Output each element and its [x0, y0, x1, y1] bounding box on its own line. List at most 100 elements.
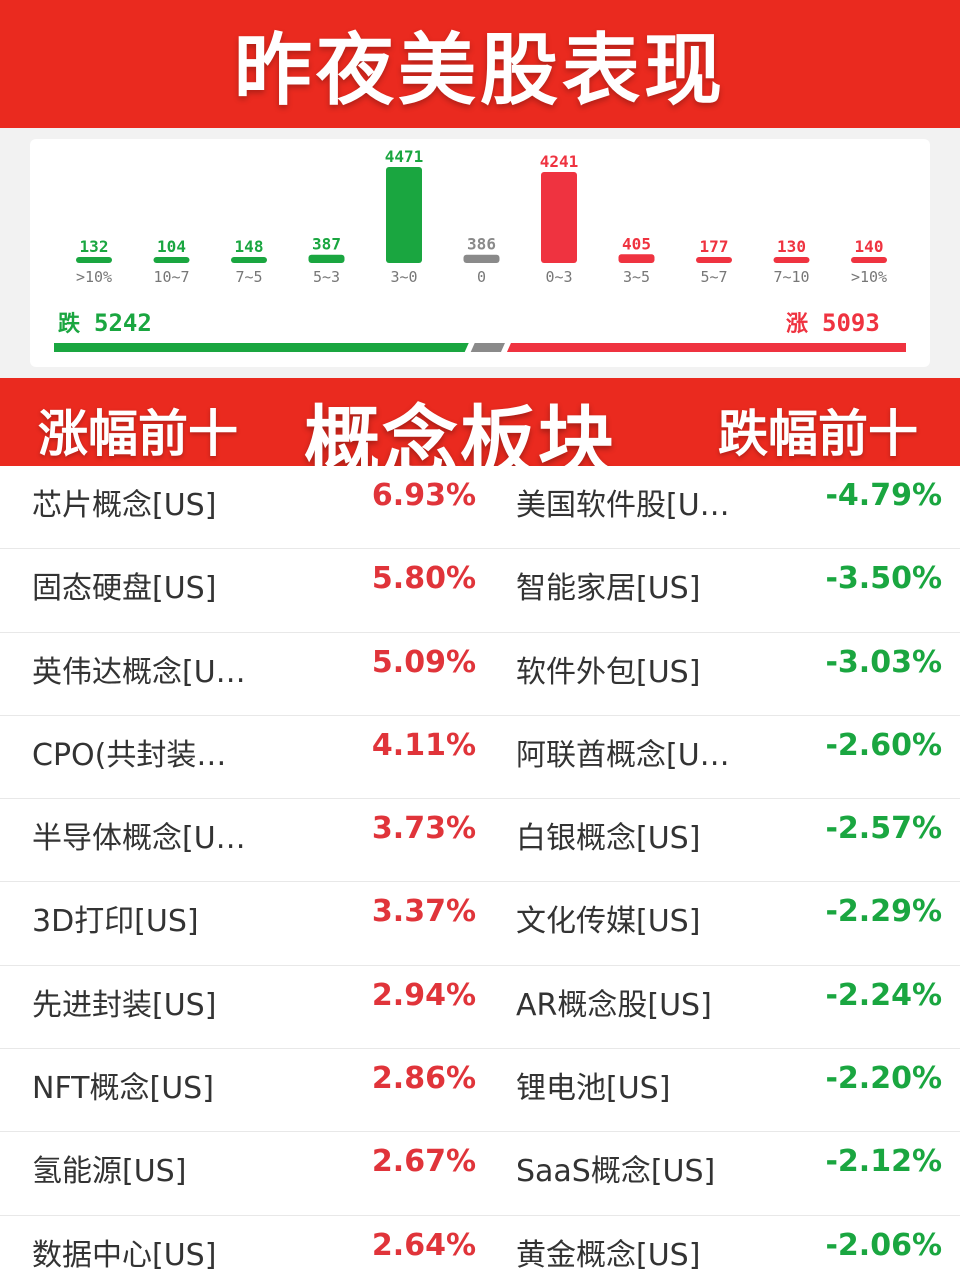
- up-ratio-bar: [506, 343, 906, 352]
- down-total: 5242: [94, 309, 152, 337]
- bar-category-label: >10%: [76, 268, 112, 286]
- gainers-title: 涨幅前十: [38, 405, 238, 463]
- sector-name: SaaS概念[US]: [516, 1154, 716, 1190]
- sector-name: CPO(共封装…: [32, 737, 227, 773]
- section-banner: 涨幅前十 概念板块 跌幅前十: [0, 378, 960, 486]
- distribution-bar: [851, 257, 887, 263]
- sector-name: 白银概念[US]: [516, 821, 701, 857]
- gainer-row[interactable]: 3D打印[US] 3.37%: [0, 882, 486, 966]
- sector-change: 3.37%: [371, 894, 476, 930]
- loser-row[interactable]: 软件外包[US] -3.03%: [486, 633, 960, 716]
- bar-value-label: 405: [622, 234, 651, 253]
- bar-category-label: 10~7: [153, 268, 189, 286]
- distribution-bar: [153, 257, 190, 263]
- gainer-row[interactable]: 固态硬盘[US] 5.80%: [0, 549, 486, 633]
- sector-change: 3.73%: [371, 811, 476, 847]
- sector-change: -2.06%: [825, 1227, 942, 1263]
- gainer-row[interactable]: 芯片概念[US] 6.93%: [0, 466, 486, 550]
- sector-name: 黄金概念[US]: [516, 1237, 701, 1273]
- gainer-row[interactable]: 半导体概念[U… 3.73%: [0, 799, 486, 883]
- sector-name: NFT概念[US]: [32, 1071, 214, 1107]
- sector-change: -4.79%: [825, 478, 942, 513]
- sector-change: -2.12%: [825, 1144, 942, 1180]
- sector-name: 美国软件股[U…: [516, 488, 730, 523]
- losers-title: 跌幅前十: [718, 405, 918, 463]
- distribution-bar: [386, 167, 422, 263]
- bar-category-label: >10%: [851, 268, 887, 286]
- bar-value-label: 177: [700, 237, 729, 256]
- distribution-bar: [696, 257, 732, 263]
- sector-change: -2.57%: [825, 811, 942, 847]
- sector-change: 4.11%: [371, 727, 476, 763]
- bar-value-label: 386: [467, 235, 496, 254]
- distribution-bar: [618, 254, 655, 263]
- sector-name: 3D打印[US]: [32, 904, 199, 940]
- down-label: 跌: [58, 312, 81, 337]
- distribution-chart-card: 132 >10% 104 10~7 148 7~5 387 5~3 4471 3~0 386 0 424…: [30, 139, 930, 367]
- gainer-row[interactable]: 先进封装[US] 2.94%: [0, 966, 486, 1050]
- loser-row[interactable]: 阿联酋概念[U… -2.60%: [486, 716, 960, 800]
- sector-change: -2.29%: [825, 894, 942, 930]
- gainer-row[interactable]: 数据中心[US] 2.64%: [0, 1216, 486, 1281]
- bar-category-label: 7~5: [235, 268, 262, 286]
- sector-change: -3.03%: [825, 644, 942, 680]
- losers-list: 美国软件股[U… -4.79% 智能家居[US] -3.50% 软件外包[US] -3…: [486, 466, 960, 1281]
- sector-name: 芯片概念[US]: [32, 488, 217, 523]
- distribution-bar: [541, 171, 577, 263]
- distribution-bar: [231, 257, 267, 263]
- distribution-chart: 132 >10% 104 10~7 148 7~5 387 5~3 4471 3~0 386 0 424…: [54, 147, 906, 352]
- bar-category-label: 3~5: [623, 268, 650, 286]
- bar-category-label: 0~3: [545, 268, 572, 286]
- sector-change: -2.20%: [825, 1061, 942, 1097]
- sector-change: 2.67%: [371, 1144, 476, 1180]
- loser-row[interactable]: 智能家居[US] -3.50%: [486, 549, 960, 633]
- bar-category-label: 3~0: [390, 268, 417, 286]
- distribution-bar: [463, 254, 500, 263]
- sector-name: 智能家居[US]: [516, 571, 701, 607]
- bar-category-label: 0: [477, 268, 486, 286]
- gainer-row[interactable]: 氢能源[US] 2.67%: [0, 1132, 486, 1216]
- bar-value-label: 104: [157, 237, 186, 256]
- bar-value-label: 4241: [540, 152, 579, 171]
- sector-change: 6.93%: [371, 478, 476, 513]
- bar-category-label: 5~7: [700, 268, 727, 286]
- distribution-bar: [308, 254, 345, 263]
- sector-change: 2.86%: [371, 1061, 476, 1097]
- sector-name: 氢能源[US]: [32, 1154, 187, 1190]
- flat-ratio-bar: [470, 343, 505, 352]
- sector-name: 锂电池[US]: [516, 1071, 671, 1107]
- gainer-row[interactable]: NFT概念[US] 2.86%: [0, 1049, 486, 1133]
- loser-row[interactable]: 美国软件股[U… -4.79%: [486, 466, 960, 550]
- loser-row[interactable]: 文化传媒[US] -2.29%: [486, 882, 960, 966]
- up-label: 涨: [786, 312, 808, 337]
- sector-table: 芯片概念[US] 6.93% 固态硬盘[US] 5.80% 英伟达概念[U… 5.09…: [0, 466, 960, 1281]
- page-title: 昨夜美股表现: [233, 26, 726, 116]
- sector-change: 5.80%: [371, 561, 476, 597]
- sector-name: 数据中心[US]: [32, 1237, 217, 1273]
- bar-value-label: 130: [777, 237, 806, 256]
- loser-row[interactable]: 黄金概念[US] -2.06%: [486, 1216, 960, 1281]
- distribution-bar: [773, 257, 810, 263]
- sector-change: -2.24%: [825, 977, 942, 1013]
- sector-change: -2.60%: [825, 727, 942, 763]
- sector-name: 英伟达概念[U…: [32, 654, 246, 690]
- bar-value-label: 4471: [385, 147, 424, 166]
- sector-name: 先进封装[US]: [32, 987, 217, 1023]
- sector-change: -3.50%: [825, 561, 942, 597]
- gainer-row[interactable]: 英伟达概念[U… 5.09%: [0, 633, 486, 716]
- loser-row[interactable]: 白银概念[US] -2.57%: [486, 799, 960, 883]
- gainers-list: 芯片概念[US] 6.93% 固态硬盘[US] 5.80% 英伟达概念[U… 5.09…: [0, 466, 486, 1281]
- sector-name: 半导体概念[U…: [32, 821, 246, 857]
- sector-name: 阿联酋概念[U…: [516, 737, 730, 773]
- bar-category-label: 7~10: [773, 268, 809, 286]
- loser-row[interactable]: AR概念股[US] -2.24%: [486, 966, 960, 1050]
- sector-name: 固态硬盘[US]: [32, 571, 217, 607]
- bar-category-label: 5~3: [313, 268, 340, 286]
- gainer-row[interactable]: CPO(共封装… 4.11%: [0, 716, 486, 800]
- sector-change: 2.64%: [371, 1227, 476, 1263]
- loser-row[interactable]: SaaS概念[US] -2.12%: [486, 1132, 960, 1216]
- sector-name: AR概念股[US]: [516, 987, 712, 1023]
- loser-row[interactable]: 锂电池[US] -2.20%: [486, 1049, 960, 1133]
- sector-change: 2.94%: [371, 977, 476, 1013]
- down-ratio-bar: [54, 343, 469, 352]
